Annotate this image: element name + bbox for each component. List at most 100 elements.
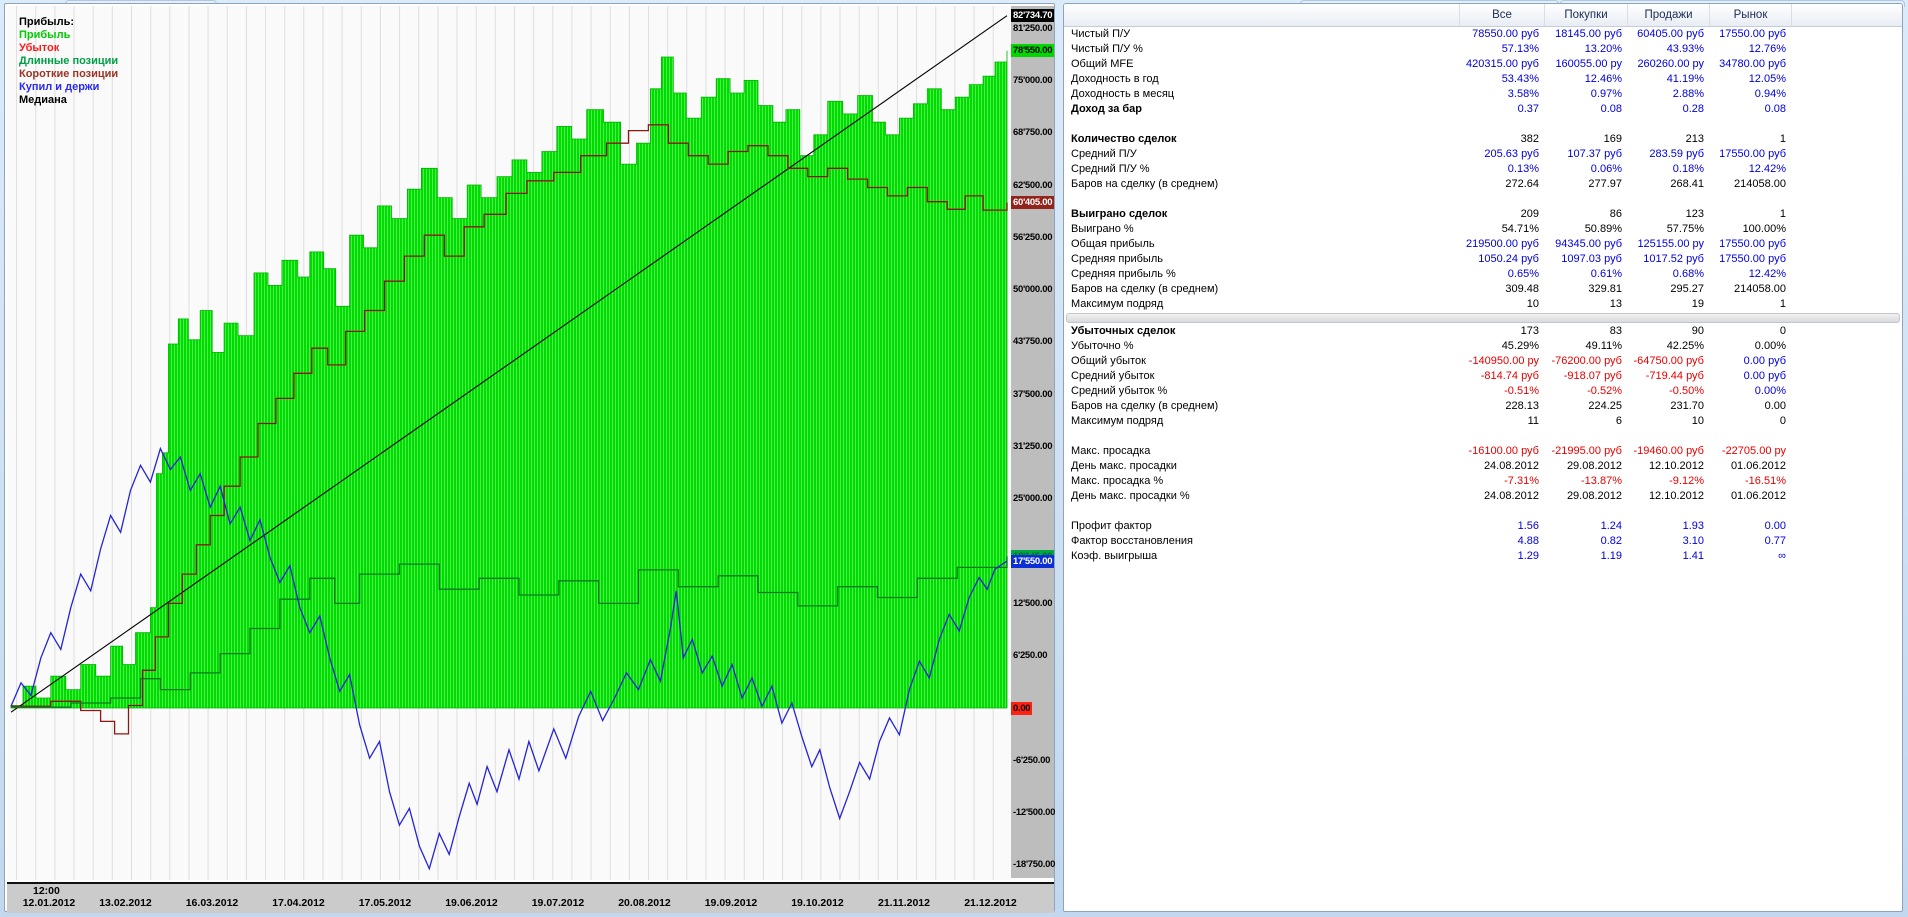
- y-axis-label: 37'500.00: [1013, 389, 1053, 400]
- column-header-market[interactable]: Рынок: [1709, 4, 1791, 26]
- table-row: Доход за бар 0.37 0.08 0.28 0.08: [1064, 102, 1902, 117]
- cell-value: 43.93%: [1666, 43, 1704, 55]
- cell-value: 0.00%: [1754, 340, 1786, 352]
- row-label: Средний убыток: [1071, 370, 1155, 382]
- column-header-buys[interactable]: Покупки: [1544, 4, 1627, 26]
- cell-value: 0.08: [1764, 103, 1786, 115]
- cell-value: 13: [1609, 298, 1622, 310]
- column-header-sells[interactable]: Продажи: [1627, 4, 1709, 26]
- legend-title: Прибыль:: [19, 16, 74, 28]
- cell-value: 57.13%: [1501, 43, 1539, 55]
- table-spacer-row: [1064, 504, 1902, 519]
- cell-value: 1.41: [1682, 550, 1704, 562]
- x-axis-label: 17.05.2012: [358, 897, 412, 909]
- table-row: Средний убыток % -0.51% -0.52% -0.50% 0.00%: [1064, 384, 1902, 399]
- cell-value: 29.08.2012: [1566, 490, 1622, 502]
- cell-value: -9.12%: [1669, 475, 1704, 487]
- cell-value: 231.70: [1670, 400, 1704, 412]
- y-axis-label: 25'000.00: [1013, 493, 1053, 504]
- table-spacer-row: [1064, 429, 1902, 444]
- cell-value: 1.29: [1517, 550, 1539, 562]
- cell-value: -19460.00 руб: [1633, 445, 1704, 457]
- cell-value: 260260.00 ру: [1637, 58, 1704, 70]
- price-axis[interactable]: 82'734.70 81'250.00 78'550.00 75'000.00 68'7…: [1011, 6, 1056, 878]
- cell-value: 214058.00: [1734, 178, 1786, 190]
- x-axis-label: 19.09.2012: [704, 897, 758, 909]
- cell-value: 0.37: [1517, 103, 1539, 115]
- series-profit-area: [10, 50, 1008, 709]
- cell-value: 0.00: [1764, 400, 1786, 412]
- x-axis-label: 17.04.2012: [272, 897, 325, 909]
- y-axis-label: 43'750.00: [1013, 336, 1053, 347]
- row-label: Доходность в год: [1071, 73, 1159, 85]
- table-splitter[interactable]: [1066, 313, 1900, 323]
- column-header-all[interactable]: Все: [1459, 4, 1544, 26]
- cell-value: 309.48: [1505, 283, 1539, 295]
- y-axis-label: 31'250.00: [1013, 441, 1053, 452]
- cell-value: 10: [1526, 298, 1539, 310]
- cell-value: 12.42%: [1748, 268, 1786, 280]
- y-axis-label: -12'500.00: [1013, 807, 1056, 818]
- equity-chart-plot[interactable]: Прибыль: Прибыль Убыток Длинные позиции Кор…: [7, 6, 1011, 880]
- cell-value: 213: [1685, 133, 1704, 145]
- row-label: Фактор восстановления: [1071, 535, 1193, 547]
- cell-value: 107.37 руб: [1567, 148, 1622, 160]
- cell-value: 173: [1520, 325, 1539, 337]
- table-row: Коэф. выигрыша 1.29 1.19 1.41 ∞: [1064, 549, 1902, 564]
- y-axis-label: 6'250.00: [1013, 650, 1048, 661]
- row-label: Коэф. выигрыша: [1071, 550, 1158, 562]
- cell-value: 1: [1779, 133, 1786, 145]
- cell-value: 24.08.2012: [1483, 460, 1539, 472]
- table-row: Макс. просадка % -7.31% -13.87% -9.12% -16.5…: [1064, 474, 1902, 489]
- cell-value: 0.94%: [1754, 88, 1786, 100]
- y-axis-label: 60'405.00: [1011, 196, 1055, 209]
- row-label: Общая прибыль: [1071, 238, 1155, 250]
- time-axis[interactable]: 12:00 12.01.2012 13.02.2012 16.03.2012 17.0…: [7, 882, 1054, 913]
- cell-value: 19: [1691, 298, 1704, 310]
- cell-value: 17550.00 руб: [1719, 28, 1786, 40]
- table-row: День макс. просадки % 24.08.2012 29.08.201…: [1064, 489, 1902, 504]
- series-line: [11, 556, 1008, 708]
- table-row: Выиграно % 54.71% 50.89% 57.75% 100.00%: [1064, 222, 1902, 237]
- cell-value: 214058.00: [1734, 283, 1786, 295]
- row-label: Баров на сделку (в среднем): [1071, 178, 1219, 190]
- cell-value: 0.06%: [1590, 163, 1622, 175]
- row-label: Средний убыток %: [1071, 385, 1168, 397]
- table-row: День макс. просадки 24.08.2012 29.08.2012 1…: [1064, 459, 1902, 474]
- metric-column-header: [1064, 4, 1459, 26]
- table-row: Макс. просадка -16100.00 руб -21995.00 руб…: [1064, 444, 1902, 459]
- cell-value: 10: [1691, 415, 1704, 427]
- cell-value: 1: [1779, 298, 1786, 310]
- cell-value: 0.00 руб: [1743, 370, 1786, 382]
- cell-value: 0.00%: [1754, 385, 1786, 397]
- x-axis-label: 19.06.2012: [445, 897, 498, 909]
- y-axis-label: 68'750.00: [1013, 127, 1053, 138]
- table-row: Доходность в месяц 3.58% 0.97% 2.88% 0.94%: [1064, 87, 1902, 102]
- cell-value: 83: [1609, 325, 1622, 337]
- cell-value: 205.63 руб: [1484, 148, 1539, 160]
- table-row: Максимум подряд 11 6 10 0: [1064, 414, 1902, 429]
- row-label: Количество сделок: [1071, 133, 1177, 145]
- cell-value: 13.20%: [1584, 43, 1622, 55]
- table-row: Общая прибыль 219500.00 руб 94345.00 руб 12…: [1064, 237, 1902, 252]
- cell-value: 0.68%: [1672, 268, 1704, 280]
- table-row: Общий MFE 420315.00 руб 160055.00 ру 260260…: [1064, 57, 1902, 72]
- y-axis-label: 17'550.00: [1011, 555, 1055, 568]
- x-axis-label: 16.03.2012: [185, 897, 239, 909]
- cell-value: -13.87%: [1581, 475, 1622, 487]
- cell-value: 0.18%: [1672, 163, 1704, 175]
- cell-value: 1: [1779, 208, 1786, 220]
- row-label: Общий MFE: [1071, 58, 1134, 70]
- cell-value: -719.44 руб: [1645, 370, 1704, 382]
- cell-value: 90: [1691, 325, 1704, 337]
- x-axis-label: 20.08.2012: [618, 897, 671, 909]
- row-label: Макс. просадка: [1071, 445, 1151, 457]
- cell-value: 54.71%: [1501, 223, 1539, 235]
- cell-value: -814.74 руб: [1480, 370, 1539, 382]
- y-axis-label: 56'250.00: [1013, 232, 1053, 243]
- legend-item: Убыток: [19, 42, 60, 54]
- cell-value: 1.19: [1600, 550, 1622, 562]
- row-label: Средняя прибыль: [1071, 253, 1163, 265]
- table-row: Убыточных сделок 173 83 90 0: [1064, 324, 1902, 339]
- cell-value: -21995.00 руб: [1551, 445, 1622, 457]
